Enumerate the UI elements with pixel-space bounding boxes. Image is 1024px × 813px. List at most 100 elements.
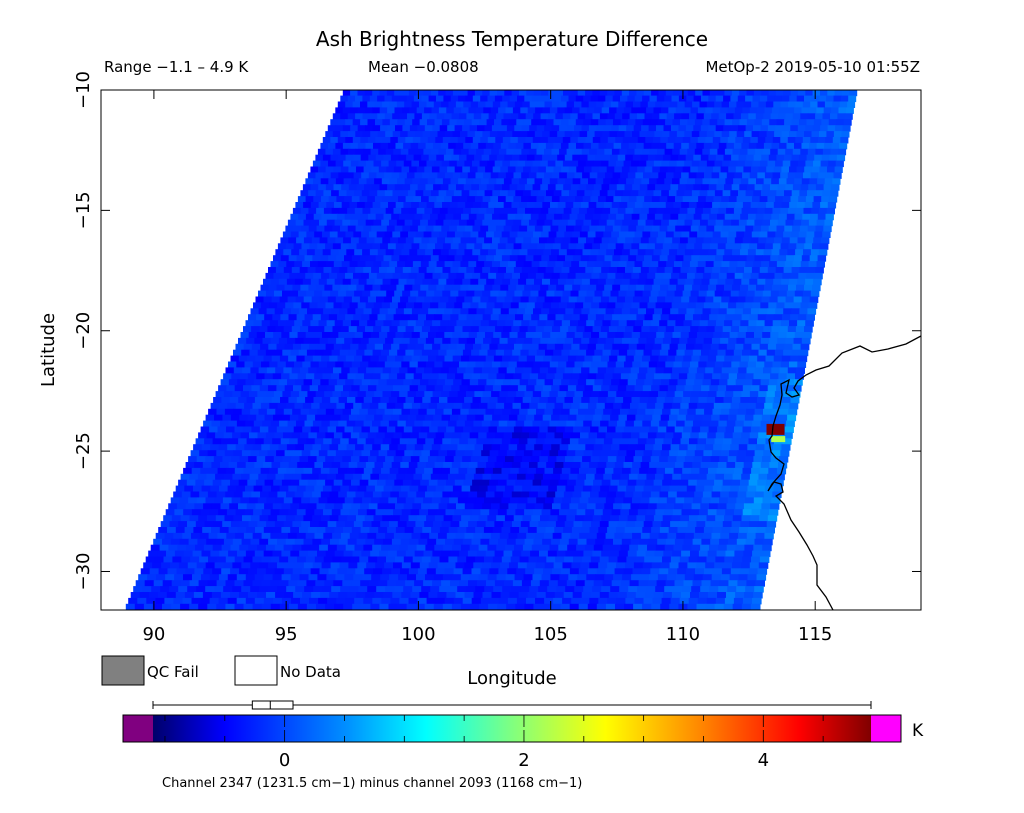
data-cell (775, 160, 784, 168)
data-cell (461, 213, 470, 221)
data-cell (694, 379, 704, 386)
data-cell (511, 462, 522, 469)
data-cell (653, 444, 663, 451)
data-cell (781, 355, 791, 363)
data-cell (567, 219, 577, 227)
data-cell (380, 444, 390, 451)
data-cell (322, 137, 331, 144)
data-cell (593, 479, 603, 487)
data-cell (347, 207, 356, 215)
data-cell (340, 509, 350, 516)
data-cell (323, 308, 332, 315)
data-cell (514, 397, 524, 404)
data-cell (462, 125, 471, 132)
data-cell (608, 326, 618, 333)
data-cell (493, 408, 503, 416)
data-cell (776, 154, 785, 162)
data-cell (261, 444, 271, 451)
data-cell (480, 202, 489, 209)
data-cell (243, 326, 252, 333)
data-cell (310, 261, 319, 268)
data-cell (379, 308, 389, 315)
data-cell (614, 397, 624, 404)
data-cell (763, 113, 772, 120)
data-cell (389, 178, 398, 185)
data-cell (436, 308, 445, 315)
data-cell (581, 426, 591, 433)
data-cell (597, 462, 607, 469)
data-cell (761, 261, 770, 268)
data-cell (270, 379, 280, 386)
data-cell (645, 190, 655, 197)
data-cell (334, 385, 344, 392)
data-cell (564, 426, 574, 433)
data-cell (489, 131, 498, 138)
data-cell (839, 142, 848, 150)
data-cell (525, 414, 535, 422)
data-cell (801, 255, 811, 262)
data-cell (757, 207, 766, 215)
data-cell (364, 107, 373, 114)
data-cell (531, 95, 540, 103)
data-cell (578, 408, 587, 416)
data-cell (754, 119, 763, 126)
data-cell (246, 337, 255, 345)
data-cell (608, 160, 617, 168)
data-cell (367, 432, 377, 439)
data-cell (448, 272, 457, 280)
data-cell (667, 385, 677, 392)
data-cell (673, 90, 681, 97)
data-cell (215, 473, 225, 481)
data-cell (430, 326, 439, 333)
data-cell (475, 361, 485, 368)
data-cell (440, 272, 449, 280)
data-cell (687, 178, 696, 185)
data-cell (630, 467, 640, 475)
data-cell (451, 462, 461, 469)
data-cell (348, 243, 358, 250)
data-cell (411, 379, 421, 386)
data-cell (397, 497, 407, 504)
data-cell (733, 142, 742, 150)
data-cell (291, 249, 300, 256)
data-cell (779, 408, 789, 416)
data-cell (468, 107, 477, 114)
data-cell (460, 332, 470, 339)
data-cell (576, 190, 586, 197)
data-cell (440, 296, 449, 303)
data-cell (490, 367, 500, 374)
data-cell (665, 326, 675, 333)
data-cell (782, 397, 792, 404)
data-cell (431, 420, 441, 428)
data-cell (271, 462, 281, 469)
data-cell (722, 326, 732, 333)
satellite-time-label: MetOp-2 2019-05-10 01:55Z (705, 58, 920, 76)
data-cell (311, 237, 321, 244)
data-cell (440, 444, 450, 451)
data-cell (579, 343, 589, 351)
data-cell (638, 337, 648, 345)
data-cell (370, 332, 380, 339)
data-cell (407, 343, 417, 351)
data-cell (586, 349, 595, 357)
data-cell (485, 355, 495, 363)
data-cell (720, 107, 729, 114)
data-cell (788, 243, 797, 250)
data-cell (826, 207, 835, 215)
data-cell (529, 402, 539, 410)
data-cell (523, 213, 532, 221)
data-cell (385, 456, 395, 463)
data-cell (818, 172, 827, 179)
data-cell (204, 479, 214, 487)
data-cell (753, 190, 762, 197)
data-cell (776, 302, 786, 309)
data-cell (474, 196, 484, 203)
data-cell (406, 467, 417, 475)
data-cell (407, 367, 417, 374)
data-cell (361, 426, 371, 433)
data-cell (342, 125, 351, 132)
data-cell (711, 414, 721, 422)
data-cell (603, 438, 613, 445)
data-cell (649, 95, 658, 103)
data-cell (806, 314, 815, 321)
